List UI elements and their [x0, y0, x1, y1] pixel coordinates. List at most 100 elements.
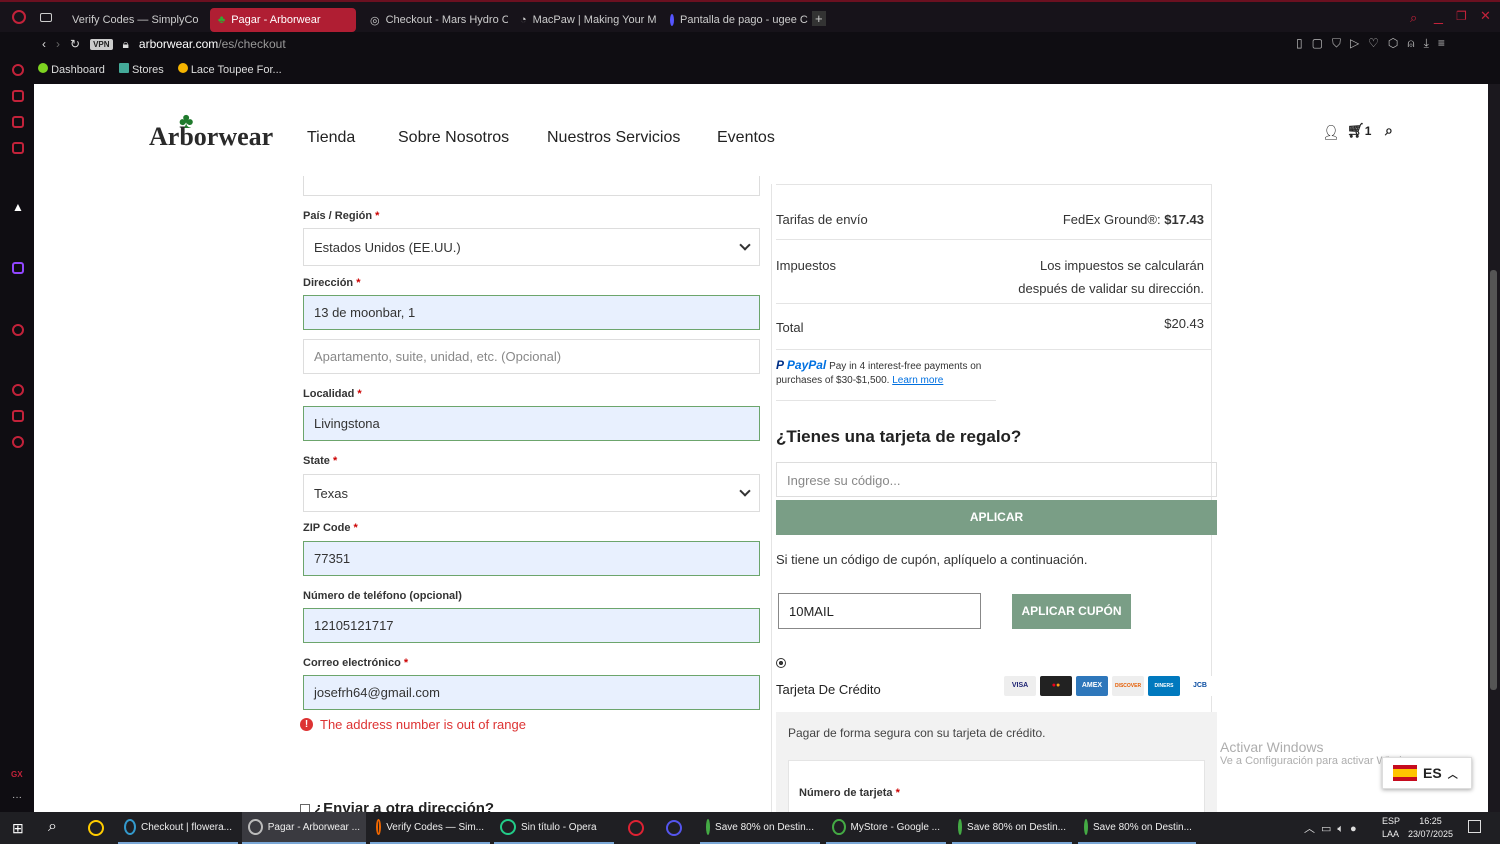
bookmark-stores[interactable]: Stores	[118, 62, 164, 76]
address-label: Dirección *	[303, 277, 361, 289]
taskbar-item[interactable]: Sin título - Opera	[494, 812, 614, 844]
history-icon[interactable]	[12, 384, 24, 396]
taskbar-item[interactable]: Save 80% on Destin...	[952, 812, 1072, 844]
input-language[interactable]: ESP LAA	[1382, 816, 1401, 839]
tab-verify-codes[interactable]: Verify Codes — SimplyCo	[58, 8, 204, 32]
column-divider	[1211, 184, 1212, 812]
apply-gift-button[interactable]: APLICAR	[776, 500, 1217, 535]
city-input[interactable]: Livingstona	[303, 406, 760, 441]
gx-icon[interactable]: GX	[11, 770, 23, 779]
cart-button[interactable]: 🛒︎1	[1347, 122, 1371, 139]
taskbar-item[interactable]: Save 80% on Destin...	[700, 812, 820, 844]
bookmark-lace-toupee[interactable]: Lace Toupee For...	[177, 62, 282, 76]
twitch-icon[interactable]	[12, 262, 24, 274]
arborwear-logo[interactable]: ♣ Arborwear	[149, 108, 273, 151]
country-select[interactable]: Estados Unidos (EE.UU.)	[303, 228, 760, 266]
clock[interactable]: 16:25 23/07/2025	[1408, 816, 1454, 839]
tree-icon: ♣	[179, 108, 194, 133]
settings-icon[interactable]	[12, 436, 24, 448]
email-input[interactable]: josefrh64@gmail.com	[303, 675, 760, 710]
tab-mars-hydro[interactable]: ◎ Checkout - Mars Hydro C	[362, 8, 508, 32]
tab-macpaw[interactable]: ◔ MacPaw | Making Your M	[512, 8, 658, 32]
nav-eventos[interactable]: Eventos	[717, 129, 775, 146]
windows-start-icon[interactable]: ⊞	[12, 820, 24, 836]
address-input[interactable]: 13 de moonbar, 1	[303, 295, 760, 330]
tab-label: Checkout - Mars Hydro C	[385, 14, 508, 26]
state-select[interactable]: Texas	[303, 474, 760, 512]
account-icon[interactable]: 👤︎	[1322, 124, 1340, 140]
player-icon[interactable]	[12, 324, 24, 336]
taskbar-item[interactable]: Checkout | flowera...	[118, 812, 238, 844]
toolbar-icons[interactable]: ▯▢⛉▷♡⬡⍝⤓≡	[1296, 36, 1454, 50]
bookmark-dashboard[interactable]: Dashboard	[38, 62, 105, 76]
nav-tienda[interactable]: Tienda	[307, 129, 356, 146]
opera-sidebar: ▲ GX ···	[0, 56, 34, 812]
taskbar-item[interactable]: Save 80% on Destin...	[1078, 812, 1196, 844]
scrollbar-thumb[interactable]	[1490, 270, 1497, 690]
back-icon[interactable]: ‹	[42, 37, 46, 51]
forward-icon[interactable]: ›	[56, 37, 60, 51]
nav-servicios[interactable]: Nuestros Servicios	[547, 129, 681, 146]
tab-ugee[interactable]: Pantalla de pago - ugee C	[662, 8, 808, 32]
chrome-icon	[706, 819, 711, 835]
previous-field[interactable]	[303, 176, 760, 196]
address-bar: ‹ › ↻ VPN 🔒︎ arborwear.com/es/checkout ▯…	[34, 32, 1500, 56]
bookmarks-bar: Dashboard Stores Lace Toupee For...	[34, 58, 282, 80]
learn-more-link[interactable]: Learn more	[892, 375, 944, 386]
cart-icon: 🛒︎	[1347, 122, 1365, 138]
mastercard-icon: ●●	[1040, 676, 1072, 696]
app-icon[interactable]: ▲	[12, 200, 24, 214]
close-window-button[interactable]: ✕	[1480, 8, 1491, 23]
search-icon[interactable]: ⌕	[1385, 122, 1393, 138]
ship-other-checkbox[interactable]: ¿Enviar a otra dirección?	[300, 800, 494, 812]
nav-sobre-nosotros[interactable]: Sobre Nosotros	[398, 129, 510, 146]
zip-input[interactable]: 77351	[303, 541, 760, 576]
tab-pagar-arborwear[interactable]: ♣ Pagar - Arborwear	[210, 8, 356, 32]
phone-input[interactable]: 12105121717	[303, 608, 760, 643]
system-tray-icons[interactable]: ︿▭🔈︎●	[1304, 823, 1363, 835]
chevron-down-icon	[739, 485, 751, 497]
extensions-icon[interactable]	[12, 410, 24, 422]
chevron-down-icon	[739, 239, 751, 251]
credit-card-radio[interactable]	[776, 658, 786, 668]
shipping-value: FedEx Ground®: $17.43	[1062, 212, 1204, 227]
speed-dial-icon[interactable]	[12, 64, 24, 76]
apply-coupon-button[interactable]: APLICAR CUPÓN	[1012, 594, 1131, 629]
opera-red-taskbar-icon[interactable]	[628, 820, 644, 836]
notifications-icon[interactable]	[1468, 820, 1481, 833]
gift-card-title: ¿Tienes una tarjeta de regalo?	[776, 427, 1022, 446]
aria-icon[interactable]	[12, 90, 24, 102]
search-tabs-icon[interactable]: ⌕	[1410, 10, 1418, 25]
search-icon[interactable]: ⌕	[48, 818, 57, 835]
taskbar-item[interactable]: Verify Codes — Sim...	[370, 812, 490, 844]
reload-icon[interactable]: ↻	[70, 37, 81, 51]
opera-blue-taskbar-icon[interactable]	[666, 820, 682, 836]
minimize-button[interactable]: _	[1434, 8, 1443, 25]
maximize-button[interactable]: ❐	[1456, 9, 1467, 23]
mail-icon[interactable]	[12, 142, 24, 154]
new-tab-button[interactable]: +	[812, 11, 826, 26]
state-label: State *	[303, 455, 338, 467]
opera-icon	[124, 819, 137, 835]
more-icon[interactable]: ···	[12, 792, 22, 803]
opera-logo-icon[interactable]	[12, 10, 26, 24]
tree-favicon-icon: ♣	[218, 14, 226, 26]
coupon-input[interactable]: 10MAIL	[778, 593, 981, 629]
language-switcher[interactable]: ES ︿	[1382, 757, 1472, 789]
ship-other-label: ¿Enviar a otra dirección?	[314, 800, 495, 812]
messenger-icon[interactable]	[12, 116, 24, 128]
opera-gx-taskbar-icon[interactable]	[88, 820, 104, 836]
gift-code-input[interactable]: Ingrese su código...	[776, 462, 1217, 497]
error-icon: !	[300, 718, 313, 731]
checkbox-icon	[300, 803, 310, 812]
shipping-row: Tarifas de envío FedEx Ground®: $17.43	[776, 196, 1212, 240]
taskbar-item[interactable]: MyStore - Google ...	[826, 812, 946, 844]
tab-label: Verify Codes — SimplyCo	[72, 14, 199, 26]
favicon-icon: ◔	[520, 14, 527, 26]
workspaces-icon[interactable]	[40, 13, 52, 22]
address2-input[interactable]: Apartamento, suite, unidad, etc. (Opcion…	[303, 339, 760, 374]
url-input[interactable]: arborwear.com/es/checkout	[139, 37, 286, 51]
total-value: $20.43	[1164, 316, 1204, 331]
taskbar-item[interactable]: Pagar - Arborwear ...	[242, 812, 366, 844]
vpn-badge[interactable]: VPN	[90, 38, 113, 50]
